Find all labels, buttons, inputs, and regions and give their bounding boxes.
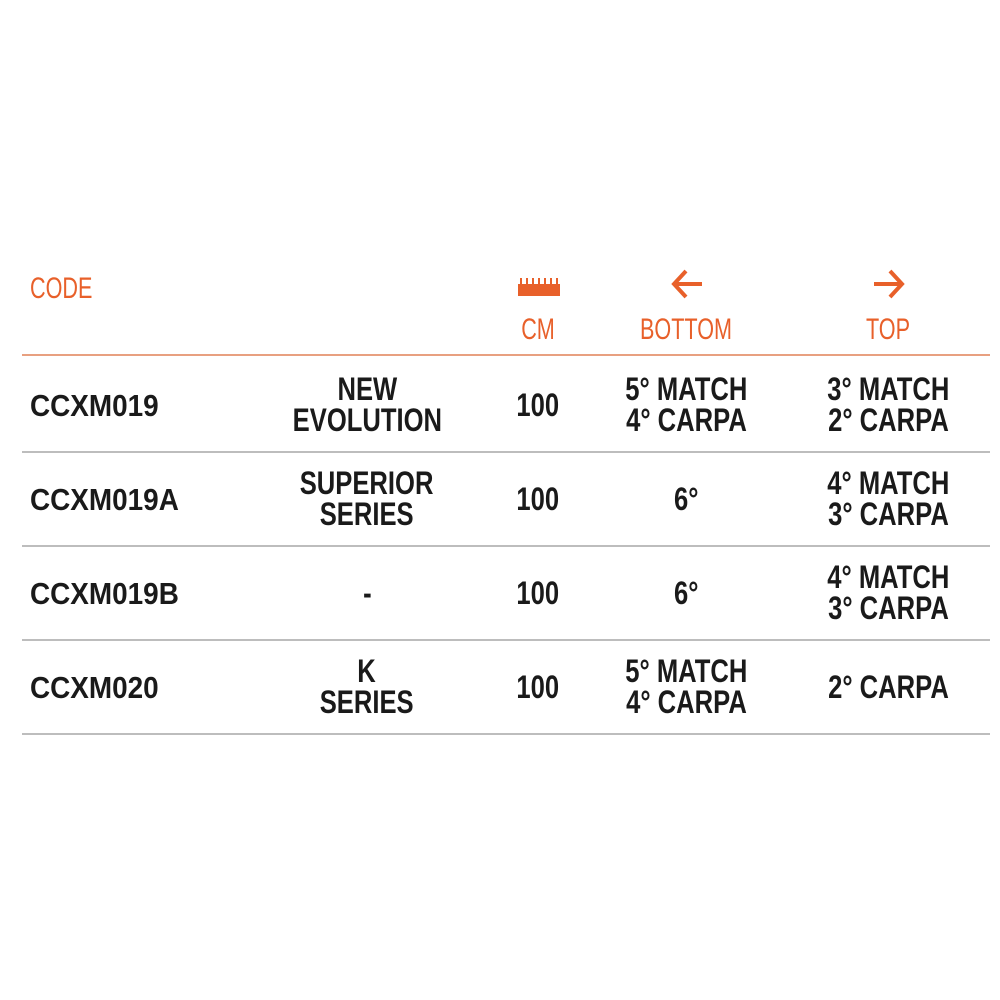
cell-text: SERIES: [320, 496, 414, 532]
row-divider: [22, 545, 990, 547]
cell-text: SERIES: [320, 684, 414, 720]
cell-top: 4° MATCH 3° CARPA: [788, 452, 988, 546]
cell-text: 3° CARPA: [827, 496, 949, 532]
cell-text: CCXM020: [30, 669, 159, 705]
cell-name: K SERIES: [267, 640, 467, 734]
row-divider: [22, 451, 990, 453]
cell-text: 5° MATCH: [624, 653, 748, 689]
row-divider: [22, 639, 990, 641]
cell-text: 2° CARPA: [827, 402, 949, 438]
cell-code: CCXM019: [30, 358, 173, 452]
cell-text: 5° MATCH: [624, 371, 748, 407]
cell-bottom: 5° MATCH 4° CARPA: [586, 358, 786, 452]
cell-text: NEW: [337, 371, 397, 407]
cell-name: -: [267, 546, 467, 640]
cell-text: CCXM019: [30, 387, 159, 423]
header-cm: CM: [521, 313, 555, 346]
cell-code: CCXM019A: [30, 452, 195, 546]
cell-text: 4° CARPA: [625, 684, 747, 720]
cell-top: 2° CARPA: [788, 640, 988, 734]
header-top: TOP: [865, 313, 911, 346]
cell-text: CCXM019A: [30, 481, 179, 517]
cell-text: 3° MATCH: [826, 371, 950, 407]
ruler-icon: [518, 278, 560, 296]
cell-text: -: [362, 574, 372, 611]
header-code: CODE: [30, 272, 93, 305]
cell-text: 6°: [673, 574, 699, 611]
cell-top: 4° MATCH 3° CARPA: [788, 546, 988, 640]
cell-text: 100: [516, 386, 560, 423]
arrow-right-icon: [874, 269, 905, 299]
table-row: CCXM019B - 100 6° 4° MATCH 3° CARPA: [0, 546, 1000, 641]
cell-name: SUPERIOR SERIES: [267, 452, 467, 546]
table-row: CCXM020 K SERIES 100 5° MATCH 4° CARPA 2° CARP…: [0, 640, 1000, 735]
cell-text: EVOLUTION: [292, 402, 442, 438]
cell-cm: 100: [488, 546, 588, 640]
cell-text: CCXM019B: [30, 575, 179, 611]
cell-text: K: [357, 653, 377, 689]
cell-code: CCXM019B: [30, 546, 195, 640]
cell-text: SUPERIOR: [300, 465, 434, 501]
cell-text: 4° MATCH: [826, 465, 950, 501]
table-row: CCXM019 NEW EVOLUTION 100 5° MATCH 4° CARPA 3°…: [0, 358, 1000, 453]
cell-text: 6°: [673, 480, 699, 517]
cell-cm: 100: [488, 358, 588, 452]
cell-text: 2° CARPA: [827, 668, 949, 705]
cell-text: 3° CARPA: [827, 590, 949, 626]
table-row: CCXM019A SUPERIOR SERIES 100 6° 4° MATCH 3° CA…: [0, 452, 1000, 547]
cell-cm: 100: [488, 640, 588, 734]
cell-code: CCXM020: [30, 640, 173, 734]
row-divider: [22, 733, 990, 735]
cell-text: 100: [516, 668, 560, 705]
cell-text: 4° CARPA: [625, 402, 747, 438]
header-divider: [22, 354, 990, 356]
cell-cm: 100: [488, 452, 588, 546]
cell-bottom: 6°: [586, 546, 786, 640]
cell-text: 4° MATCH: [826, 559, 950, 595]
arrow-left-icon: [671, 269, 702, 299]
cell-name: NEW EVOLUTION: [267, 358, 467, 452]
cell-text: 100: [516, 480, 560, 517]
cell-text: 100: [516, 574, 560, 611]
cell-top: 3° MATCH 2° CARPA: [788, 358, 988, 452]
cell-bottom: 6°: [586, 452, 786, 546]
cell-bottom: 5° MATCH 4° CARPA: [586, 640, 786, 734]
header-bottom: BOTTOM: [639, 313, 733, 346]
